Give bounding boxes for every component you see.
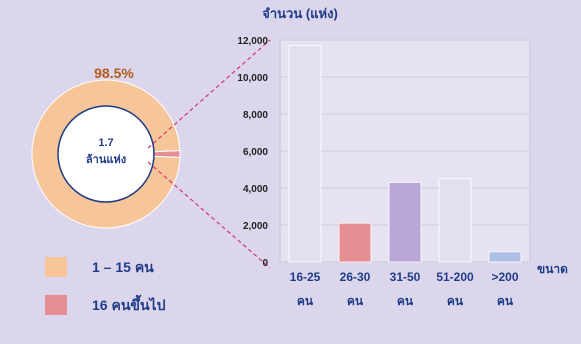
x-tick-label: คน [497,294,514,308]
y-tick-label: 8,000 [243,110,268,121]
legend-swatch-large [45,295,67,315]
bar-chart-x-axis: 16-25 คน 26-30 คน 31-50 คน 51-200 คน >200 คน [290,270,519,308]
x-tick-label: 26-30 [340,270,371,284]
x-tick-label: >200 [491,270,518,284]
x-tick-label: 16-25 [290,270,321,284]
x-tick-label: คน [347,294,364,308]
x-tick-label: คน [297,294,314,308]
x-tick-label: คน [397,294,414,308]
y-tick-label: 12,000 [237,36,268,47]
donut-center [57,105,155,203]
donut-center-value: 1.7 [98,137,113,149]
bar-chart-y-axis: 0 2,000 4,000 6,000 8,000 10,000 12,000 [237,36,268,269]
bar-chart [288,45,522,263]
bar-chart-axis-title: จำนวน (แห่ง) [262,6,338,21]
bar-1 [288,45,322,263]
y-tick-label: 4,000 [243,184,268,195]
legend-label-small: 1 – 15 คน [92,259,154,275]
bar-5 [488,251,522,263]
bar-chart-x-axis-title: ขนาด [537,262,568,276]
donut-percent-label: 98.5% [94,65,134,81]
y-tick-label: 0 [262,258,268,269]
bar-4 [438,178,472,263]
bar-3 [388,182,422,263]
legend-swatch-small [45,257,67,277]
x-tick-label: 51-200 [436,270,474,284]
connector-line-top [147,39,271,149]
connector-line-bottom [147,161,271,269]
y-tick-label: 2,000 [243,221,268,232]
x-tick-label: คน [447,294,464,308]
legend-label-large: 16 คนขึ้นไป [92,294,166,313]
y-tick-label: 10,000 [237,73,268,84]
bar-2 [338,222,372,263]
y-tick-label: 6,000 [243,147,268,158]
x-tick-label: 31-50 [390,270,421,284]
donut-center-unit: ล้านแห่ง [86,153,126,166]
